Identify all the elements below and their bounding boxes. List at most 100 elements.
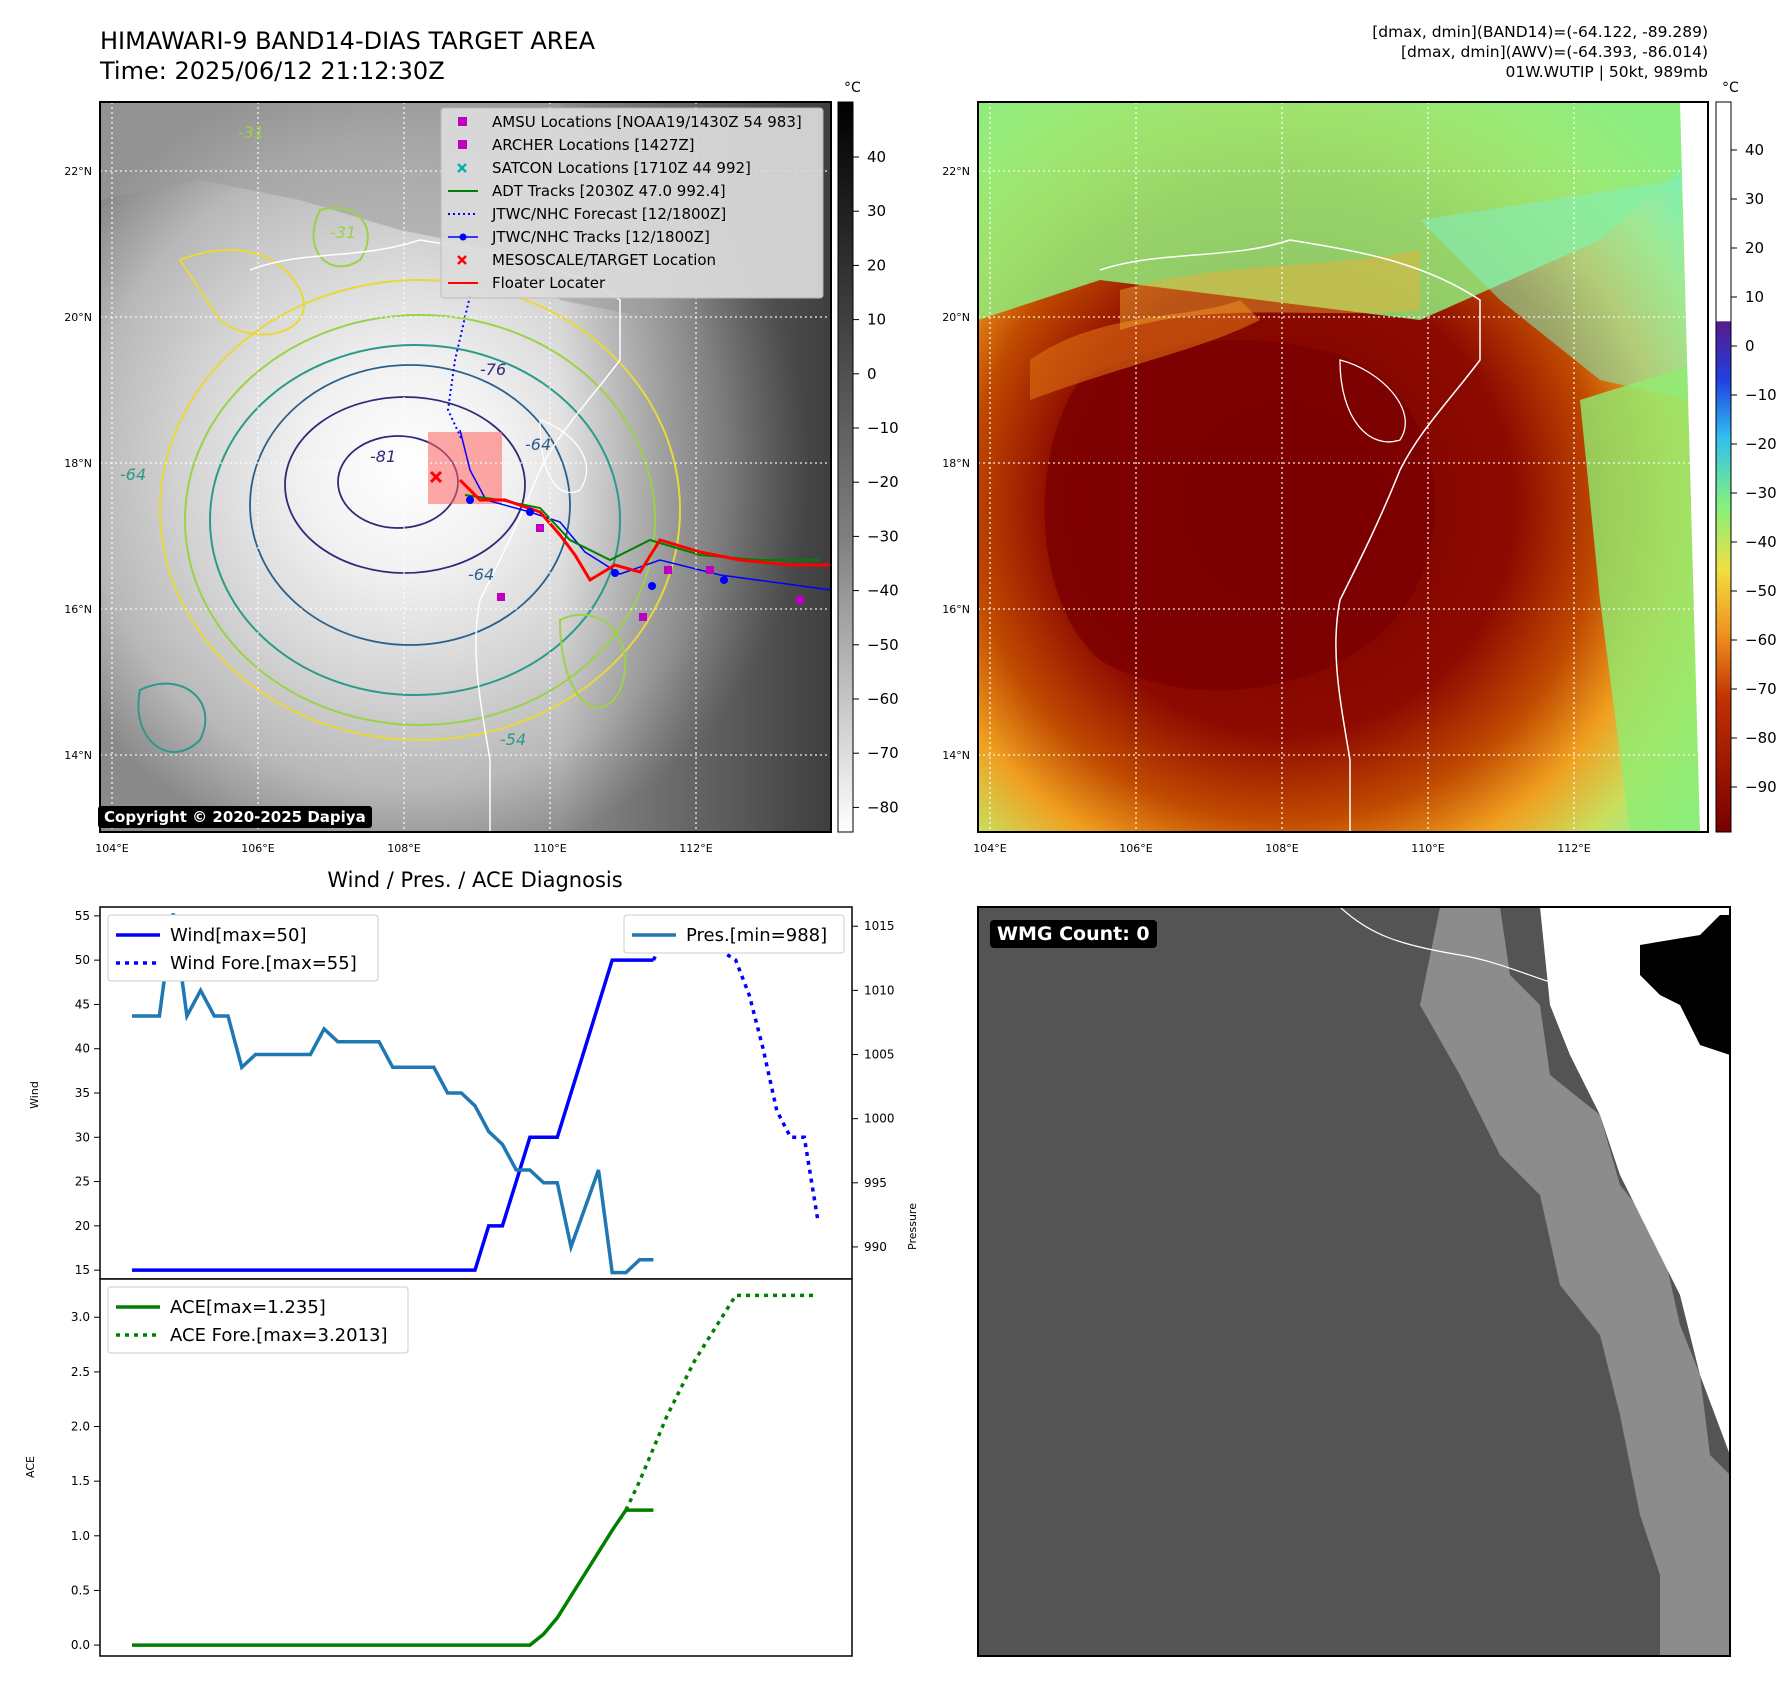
wmg-panel <box>977 906 1731 1657</box>
colorbar-tick-label: −40 <box>867 582 899 600</box>
figure-title: HIMAWARI-9 BAND14-DIAS TARGET AREA Time:… <box>100 27 596 85</box>
wind-tick-label: 45 <box>75 997 90 1011</box>
contour-label: -64 <box>120 465 146 484</box>
legend-entry: AMSU Locations [NOAA19/1430Z 54 983] <box>458 113 802 131</box>
band14-legend: AMSU Locations [NOAA19/1430Z 54 983] ARCH… <box>440 107 824 299</box>
target-area-box <box>428 432 502 504</box>
lat-tick-label: 22°N <box>942 165 970 178</box>
wind-legend: Wind[max=50] Wind Fore.[max=55] <box>107 914 379 982</box>
legend-label: AMSU Locations [NOAA19/1430Z 54 983] <box>492 113 802 131</box>
ace-tick-label: 3.0 <box>71 1310 90 1324</box>
legend-label: ARCHER Locations [1427Z] <box>492 136 695 154</box>
series-line <box>651 913 820 1222</box>
contour-label: -76 <box>480 360 506 379</box>
figure-info: [dmax, dmin](BAND14)=(-64.122, -89.289) … <box>1372 22 1708 82</box>
ace-tick-label: 0.5 <box>71 1583 90 1597</box>
lat-tick-label: 16°N <box>64 603 92 616</box>
legend-entry: Floater Locater <box>448 274 606 292</box>
colorbar-tick-label: −90 <box>1745 778 1777 796</box>
colorbar-tick-label: −20 <box>867 473 899 491</box>
legend-entry: ADT Tracks [2030Z 47.0 992.4] <box>448 182 726 200</box>
contour-label: -31 <box>330 223 356 242</box>
lat-tick-label: 16°N <box>942 603 970 616</box>
wind-tick-label: 50 <box>75 953 90 967</box>
wmg-frame <box>977 906 1731 1657</box>
mesoscale-target-marker <box>429 470 443 484</box>
series-line <box>132 1508 654 1647</box>
awv-gridlines <box>978 102 1708 832</box>
legend-entry: JTWC/NHC Tracks [12/1800Z] <box>448 228 710 246</box>
colorbar-tick-label: 10 <box>1745 288 1764 306</box>
awv-colorbar <box>1715 101 1732 833</box>
legend-label: JTWC/NHC Forecast [12/1800Z] <box>491 205 726 223</box>
wmg-gray-band <box>1420 907 1730 1656</box>
colorbar-tick-label: −80 <box>1745 729 1777 747</box>
legend-label: MESOSCALE/TARGET Location <box>492 251 716 269</box>
wind-tick-label: 20 <box>75 1219 90 1233</box>
diagnosis-chart-title: Wind / Pres. / ACE Diagnosis <box>327 868 622 892</box>
lon-tick-label: 112°E <box>1557 842 1590 855</box>
legend-label: ACE[max=1.235] <box>170 1297 326 1318</box>
series-line <box>624 1293 818 1511</box>
colorbar-tick-label: −30 <box>1745 484 1777 502</box>
lon-tick-label: 108°E <box>1265 842 1298 855</box>
awv-map-frame <box>977 101 1709 833</box>
lat-tick-label: 18°N <box>64 457 92 470</box>
ace-tick-label: 2.5 <box>71 1365 90 1379</box>
colorbar-tick-label: −30 <box>867 527 899 545</box>
series-line <box>132 913 654 1275</box>
colorbar-tick-label: −50 <box>867 636 899 654</box>
wmg-count-label: WMG Count: 0 <box>990 920 1157 948</box>
legend-entry: ARCHER Locations [1427Z] <box>458 136 695 154</box>
wmg-black-region <box>1640 915 1730 1055</box>
pressure-tick-label: 1005 <box>864 1048 895 1062</box>
floater-locater-line <box>458 478 830 583</box>
pressure-tick-label: 1000 <box>864 1112 895 1126</box>
colorbar-tick-label: 30 <box>867 202 886 220</box>
lon-tick-label: 106°E <box>241 842 274 855</box>
ace-legend: ACE[max=1.235] ACE Fore.[max=3.2013] <box>107 1286 409 1354</box>
lon-tick-label: 104°E <box>95 842 128 855</box>
legend-label: JTWC/NHC Tracks [12/1800Z] <box>491 228 710 246</box>
awv-map-panel: °C 403020100−10−20−30−40−50−60−70−80−90 … <box>942 80 1777 855</box>
legend-entry: SATCON Locations [1710Z 44 992] <box>457 159 751 177</box>
lon-tick-label: 110°E <box>533 842 566 855</box>
contour-label: -31 <box>238 123 264 142</box>
colorbar-tick-label: −60 <box>1745 631 1777 649</box>
colorbar-tick-label: 20 <box>1745 239 1764 257</box>
contour-label: -64 <box>468 565 494 584</box>
jtwc-track-line <box>459 429 831 591</box>
ace-tick-label: 1.5 <box>71 1474 90 1488</box>
lat-tick-label: 22°N <box>64 165 92 178</box>
wind-tick-label: 15 <box>75 1263 90 1277</box>
colorbar-tick-label: 30 <box>1745 190 1764 208</box>
wind-tick-label: 30 <box>75 1130 90 1144</box>
lon-tick-label: 108°E <box>387 842 420 855</box>
legend-label: Wind[max=50] <box>170 925 307 946</box>
legend-label: SATCON Locations [1710Z 44 992] <box>492 159 751 177</box>
legend-label: Pres.[min=988] <box>686 925 827 946</box>
lat-tick-label: 18°N <box>942 457 970 470</box>
wind-tick-label: 55 <box>75 909 90 923</box>
wmg-white-region <box>1540 907 1730 1455</box>
colorbar-tick-label: −10 <box>867 419 899 437</box>
legend-entry: MESOSCALE/TARGET Location <box>457 251 716 269</box>
contour-label: -64 <box>525 435 551 454</box>
pressure-tick-label: 990 <box>864 1240 887 1254</box>
lon-tick-label: 106°E <box>1119 842 1152 855</box>
ace-axis-label: ACE <box>24 1456 37 1478</box>
colorbar-tick-label: 40 <box>1745 141 1764 159</box>
pressure-tick-label: 1010 <box>864 983 895 997</box>
pressure-tick-label: 995 <box>864 1176 887 1190</box>
jtwc-forecast-line <box>446 295 471 441</box>
colorbar-tick-label: −20 <box>1745 435 1777 453</box>
wind-tick-label: 35 <box>75 1086 90 1100</box>
legend-entry: JTWC/NHC Forecast [12/1800Z] <box>448 205 726 223</box>
colorbar-tick-label: 0 <box>1745 337 1755 355</box>
band14-colorbar <box>837 101 854 833</box>
colorbar-tick-label: −60 <box>867 690 899 708</box>
lat-tick-label: 20°N <box>942 311 970 324</box>
contour-label: -81 <box>370 447 396 466</box>
info-awv: [dmax, dmin](AWV)=(-64.393, -86.014) <box>1401 43 1708 61</box>
pressure-legend: Pres.[min=988] <box>623 914 845 954</box>
